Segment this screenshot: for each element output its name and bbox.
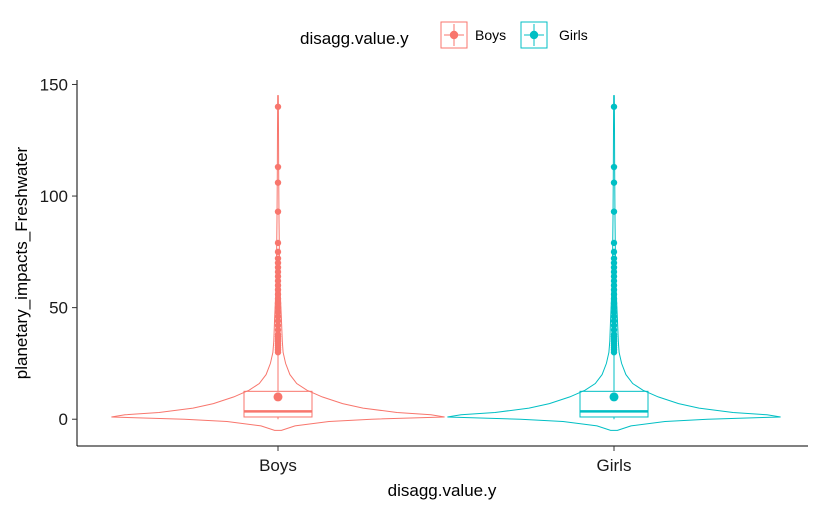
outlier-point-girls [610, 277, 618, 285]
outlier-point-boys [274, 259, 282, 267]
legend-key-point [529, 30, 539, 40]
outlier-point-girls [610, 299, 618, 307]
box-boys [243, 390, 313, 418]
outlier-point-boys [274, 291, 282, 298]
outlier-point-boys [274, 299, 282, 307]
outlier-point-boys [274, 286, 282, 293]
legend-key-box [440, 21, 468, 49]
outlier-point-boys [274, 308, 282, 316]
y-tick-label: 50 [49, 299, 68, 318]
outlier-point-boys [274, 326, 282, 334]
outlier-point-boys [274, 264, 282, 271]
outlier-point-boys [274, 322, 282, 329]
y-axis-ticks: 0 50 100 150 [40, 75, 77, 429]
outlier-point-girls [610, 248, 618, 256]
box-girls [579, 390, 649, 418]
y-tick-label: 100 [40, 187, 68, 206]
legend-label-boys: Boys [475, 27, 506, 43]
violin-layer [111, 95, 781, 431]
outlier-point-boys [274, 273, 282, 280]
legend-key-box [520, 21, 548, 49]
outlier-point-boys [274, 268, 282, 276]
outlier-layer [273, 103, 619, 402]
outlier-point-girls [610, 208, 618, 215]
legend: disagg.value.y Boys Girls [300, 21, 588, 49]
violin-girls [447, 95, 781, 431]
outlier-point-boys [274, 277, 282, 285]
legend-label-girls: Girls [559, 27, 588, 43]
outlier-point-girls [610, 268, 618, 276]
legend-key-point [449, 30, 459, 40]
outlier-point-boys [274, 313, 282, 320]
outlier-point-boys [274, 163, 282, 171]
outlier-point-girls [610, 259, 618, 267]
x-tick-label: Girls [597, 456, 632, 475]
outlier-point-boys [274, 304, 282, 311]
boxplot-layer [243, 354, 649, 420]
legend-key-girls [520, 21, 548, 49]
outlier-point-girls [610, 103, 618, 110]
outlier-point-boys [274, 317, 282, 325]
y-tick-label: 150 [40, 75, 68, 94]
outlier-point-girls [610, 264, 618, 271]
outlier-point-girls [610, 282, 618, 289]
violin-boys [111, 95, 445, 431]
outlier-point-girls [610, 179, 618, 186]
outlier-point-boys [274, 239, 282, 247]
outlier-point-girls [610, 273, 618, 280]
outlier-point-girls [610, 255, 618, 262]
outlier-point-girls [610, 304, 618, 311]
outlier-point-girls [610, 291, 618, 298]
x-axis-title: disagg.value.y [388, 481, 497, 500]
outlier-point-boys [274, 103, 282, 110]
x-axis-ticks: Boys Girls [259, 446, 631, 475]
outlier-point-girls [610, 163, 618, 171]
outlier-point-girls [610, 331, 618, 338]
mean-point-boys [273, 392, 283, 402]
y-axis-title: planetary_impacts_Freshwater [12, 146, 31, 379]
legend-title: disagg.value.y [300, 29, 409, 48]
outlier-point-girls [610, 286, 618, 293]
outlier-point-girls [610, 308, 618, 316]
outlier-point-boys [274, 179, 282, 186]
outlier-point-boys [274, 255, 282, 262]
outlier-point-boys [274, 331, 282, 338]
mean-point-girls [609, 392, 619, 402]
outlier-point-boys [274, 295, 282, 302]
outlier-point-girls [610, 322, 618, 329]
outlier-point-girls [610, 317, 618, 325]
legend-key-boys [440, 21, 468, 49]
outlier-point-girls [610, 326, 618, 334]
outlier-point-boys [274, 282, 282, 289]
outlier-point-girls [610, 313, 618, 320]
y-tick-label: 0 [59, 410, 68, 429]
outlier-point-girls [610, 295, 618, 302]
outlier-point-girls [610, 239, 618, 247]
outlier-point-boys [274, 248, 282, 256]
outlier-point-boys [274, 208, 282, 215]
x-tick-label: Boys [259, 456, 297, 475]
